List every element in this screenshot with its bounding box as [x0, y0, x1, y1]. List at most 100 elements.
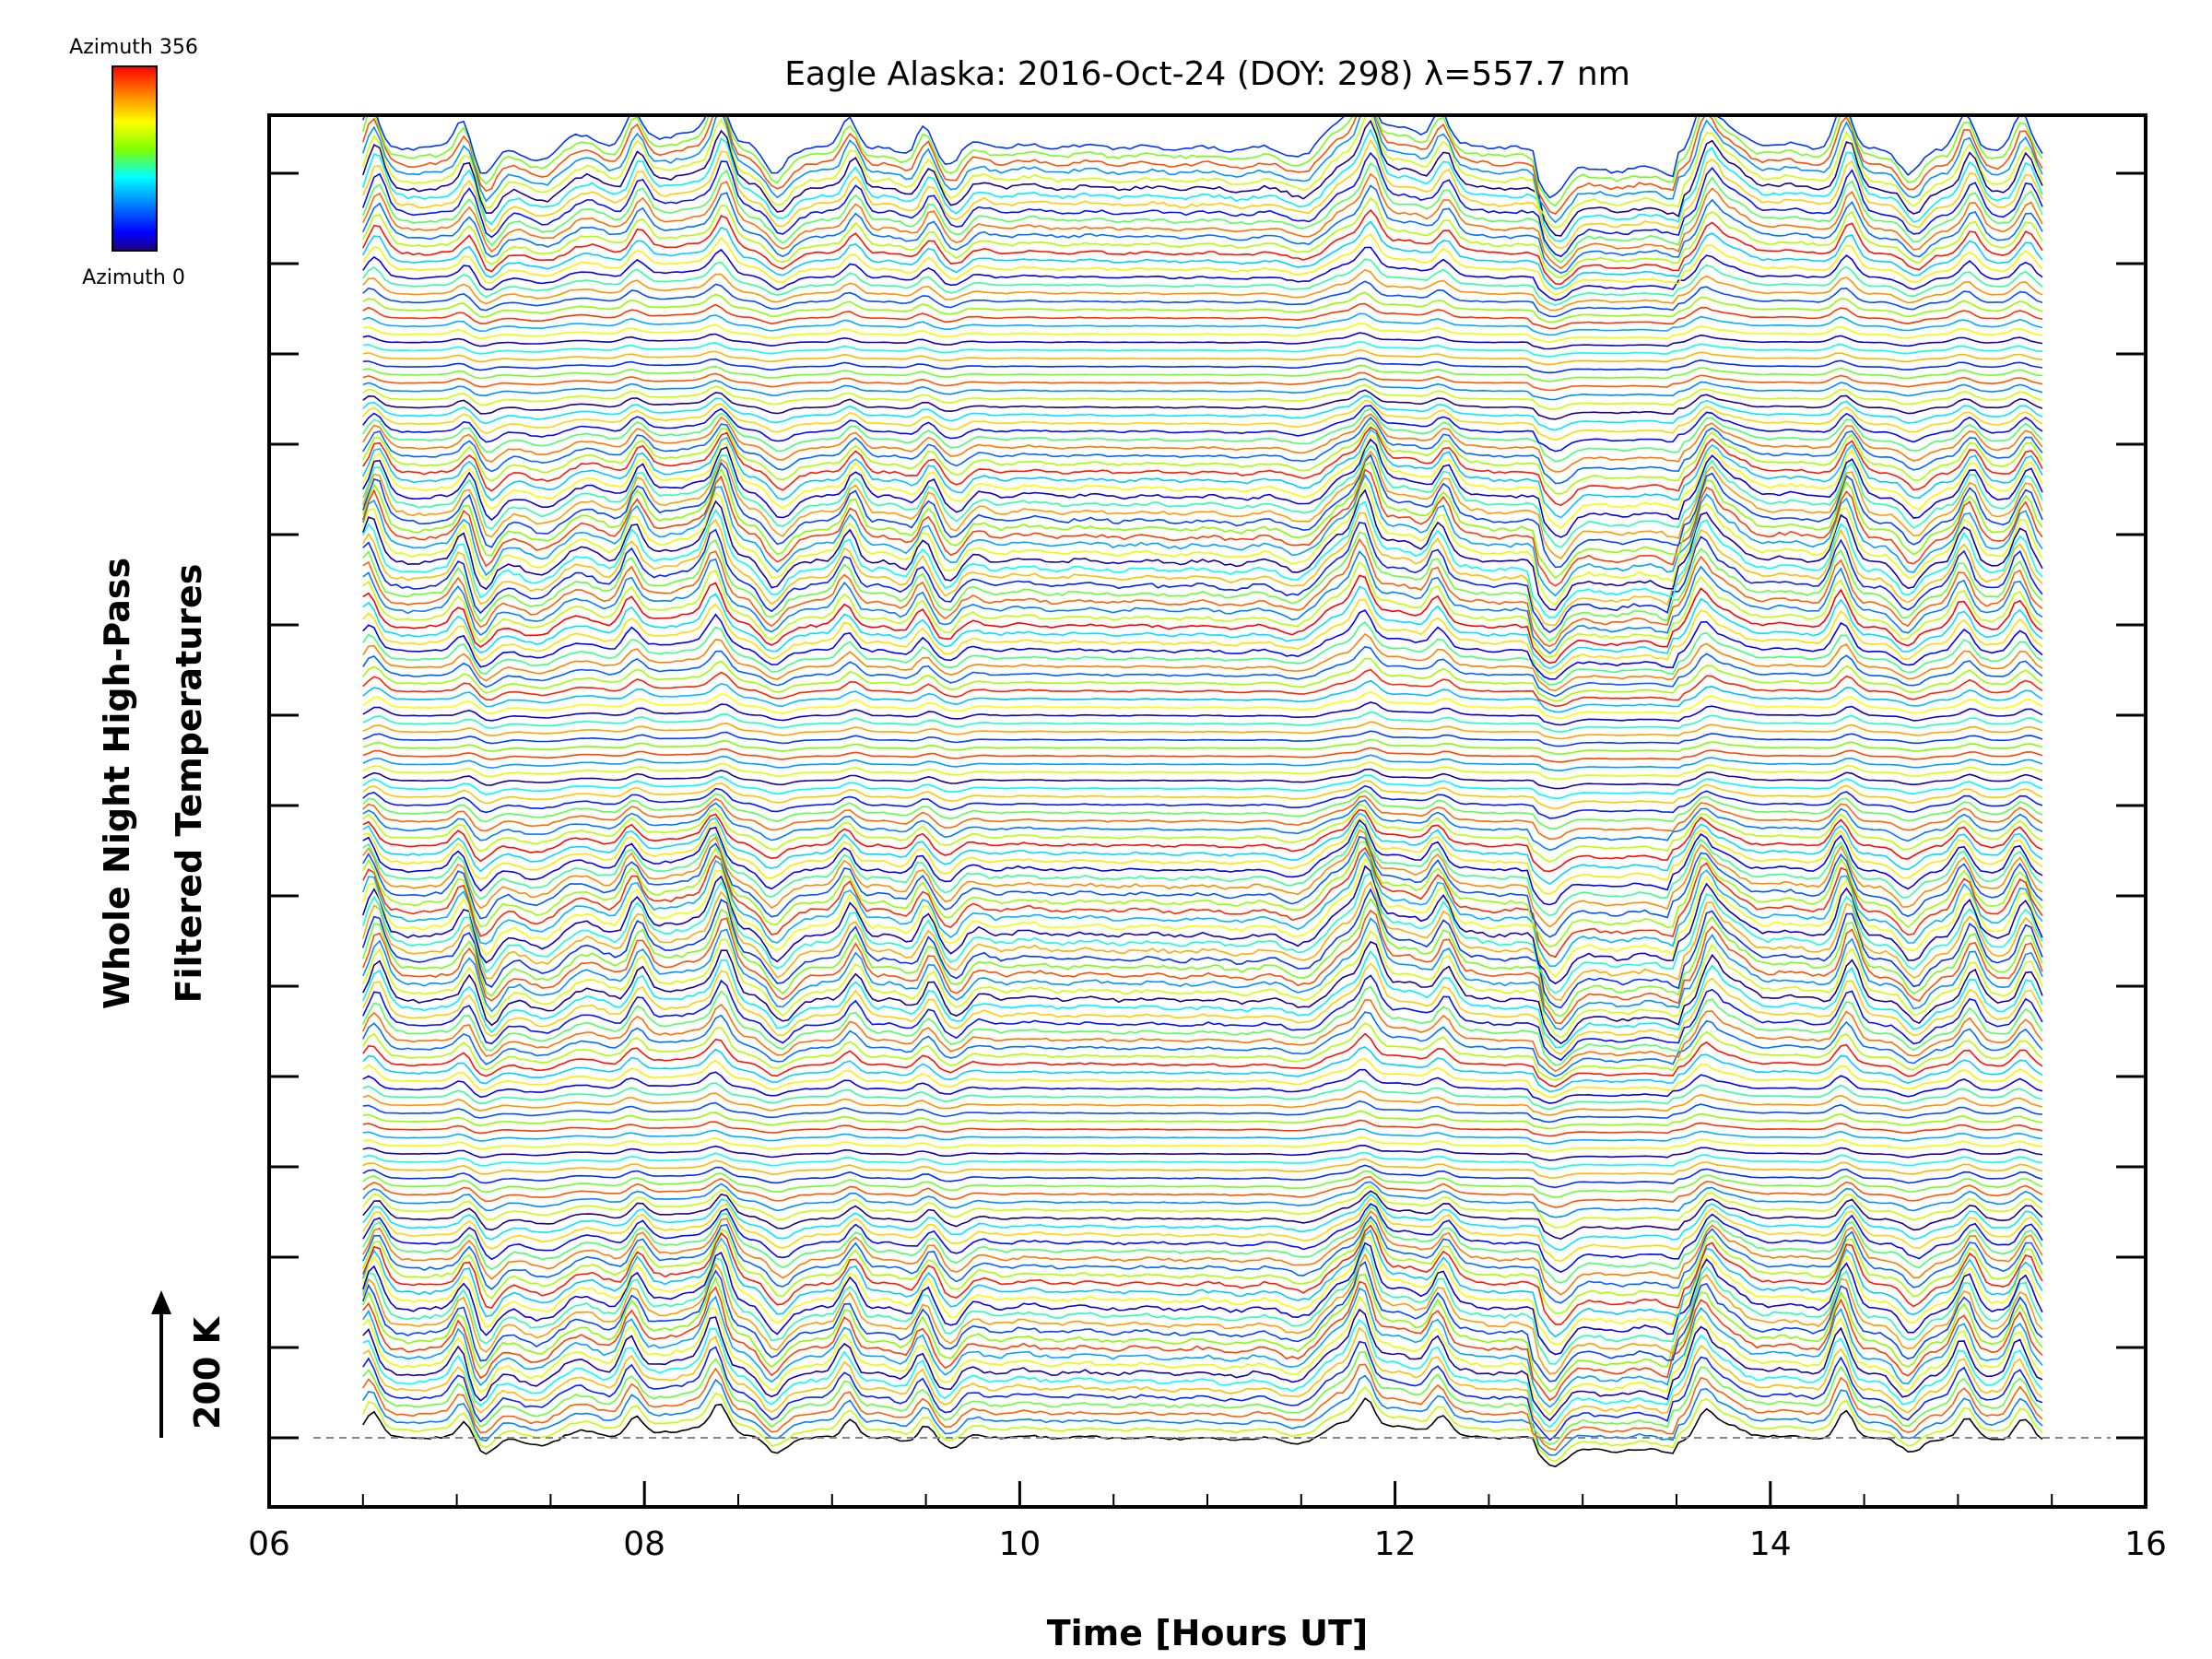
azimuth-trace [362, 645, 2043, 698]
azimuth-trace [362, 1100, 2043, 1124]
azimuth-trace [362, 1158, 2043, 1179]
azimuth-trace [362, 481, 2043, 606]
azimuth-trace [362, 1136, 2043, 1153]
azimuth-trace [362, 1280, 2043, 1402]
azimuth-trace [362, 560, 2043, 658]
azimuth-trace [362, 730, 2043, 747]
azimuth-trace [362, 405, 2043, 453]
azimuth-trace [362, 1181, 2043, 1218]
x-axis-label: Time [Hours UT] [1047, 1613, 1369, 1653]
azimuth-trace [362, 512, 2043, 627]
azimuth-trace [362, 679, 2043, 713]
azimuth-trace [362, 258, 2043, 307]
azimuth-trace [362, 115, 2043, 207]
azimuth-trace [362, 233, 2043, 296]
scale-label: 200 K [187, 1315, 228, 1430]
azimuth-trace [362, 268, 2043, 312]
azimuth-trace [362, 128, 2043, 242]
azimuth-trace [362, 711, 2043, 733]
azimuth-trace [362, 1363, 2043, 1452]
azimuth-trace [362, 865, 2043, 985]
azimuth-trace [362, 1224, 2043, 1325]
azimuth-trace [362, 1032, 2043, 1088]
azimuth-trace [362, 790, 2043, 830]
azimuth-trace [362, 1090, 2043, 1116]
azimuth-trace [362, 609, 2043, 680]
azimuth-trace [362, 208, 2043, 286]
azimuth-trace [362, 364, 2043, 382]
azimuth-trace [362, 394, 2043, 431]
azimuth-trace [362, 774, 2043, 800]
x-tick-label: 14 [1749, 1525, 1792, 1563]
azimuth-trace [362, 1374, 2043, 1456]
azimuth-trace [362, 1170, 2043, 1199]
azimuth-trace [362, 302, 2043, 330]
azimuth-trace [362, 1176, 2043, 1208]
azimuth-trace [362, 488, 2043, 611]
azimuth-trace [362, 940, 2043, 1045]
y-axis-label-line-2: Filtered Temperatures [169, 564, 209, 1004]
azimuth-trace [362, 429, 2043, 519]
azimuth-trace [362, 461, 2043, 580]
x-axis: 06 08 10 12 14 16 [248, 1481, 2167, 1563]
x-tick-label: 06 [248, 1525, 290, 1563]
azimuth-trace [362, 521, 2043, 634]
y-axis-label: Whole Night High-Pass Filtered Temperatu… [97, 558, 209, 1009]
azimuth-trace [362, 389, 2043, 420]
azimuth-trace [362, 453, 2043, 569]
azimuth-trace [362, 1022, 2043, 1081]
azimuth-trace [362, 754, 2043, 771]
azimuth-trace [362, 115, 2043, 199]
y-axis-label-line-1: Whole Night High-Pass [97, 558, 137, 1009]
colorbar-bottom-label: Azimuth 0 [82, 266, 185, 289]
azimuth-trace [362, 799, 2043, 852]
azimuth-trace [362, 1190, 2043, 1241]
azimuth-trace [362, 1260, 2043, 1382]
azimuth-trace [362, 898, 2043, 1018]
azimuth-trace [362, 196, 2043, 278]
azimuth-trace [362, 761, 2043, 781]
azimuth-trace [362, 1151, 2043, 1170]
azimuth-trace [362, 974, 2043, 1062]
azimuth-trace [362, 794, 2043, 841]
azimuth-trace [362, 162, 2043, 264]
azimuth-trace [362, 115, 2043, 224]
azimuth-trace [362, 1206, 2043, 1284]
azimuth-trace [362, 115, 2043, 229]
scale-indicator: 200 K [151, 1290, 228, 1438]
azimuth-trace [362, 537, 2043, 647]
azimuth-trace [362, 632, 2043, 692]
azimuth-trace [362, 657, 2043, 702]
azimuth-trace [362, 668, 2043, 708]
azimuth-trace [362, 917, 2043, 1030]
azimuth-trace [362, 585, 2043, 670]
azimuth-trace [362, 407, 2043, 463]
azimuth-trace [362, 738, 2043, 756]
azimuth-trace [362, 450, 2043, 560]
azimuth-trace [362, 138, 2043, 250]
azimuth-trace [362, 1068, 2043, 1104]
azimuth-trace [362, 1351, 2043, 1446]
azimuth-trace [362, 420, 2043, 495]
azimuth-trace [362, 829, 2043, 928]
azimuth-trace [362, 378, 2043, 401]
azimuth-trace [362, 115, 2043, 215]
azimuth-trace [362, 433, 2043, 530]
y-ticks [269, 171, 2146, 1440]
azimuth-trace [362, 119, 2043, 237]
azimuth-trace [362, 332, 2043, 350]
x-tick-label: 08 [623, 1525, 665, 1563]
azimuth-trace [362, 851, 2043, 968]
azimuth-trace [362, 784, 2043, 819]
azimuth-trace [362, 280, 2043, 318]
azimuth-trace [362, 574, 2043, 665]
azimuth-trace [362, 1110, 2043, 1130]
azimuth-trace [362, 1241, 2043, 1356]
chart-title: Eagle Alaska: 2016-Oct-24 (DOY: 298) λ=5… [784, 55, 1630, 93]
azimuth-trace [362, 371, 2043, 392]
azimuth-trace [362, 1326, 2043, 1432]
azimuth-trace [362, 1046, 2043, 1093]
colorbar-gradient [112, 65, 158, 252]
azimuth-trace [362, 348, 2043, 366]
